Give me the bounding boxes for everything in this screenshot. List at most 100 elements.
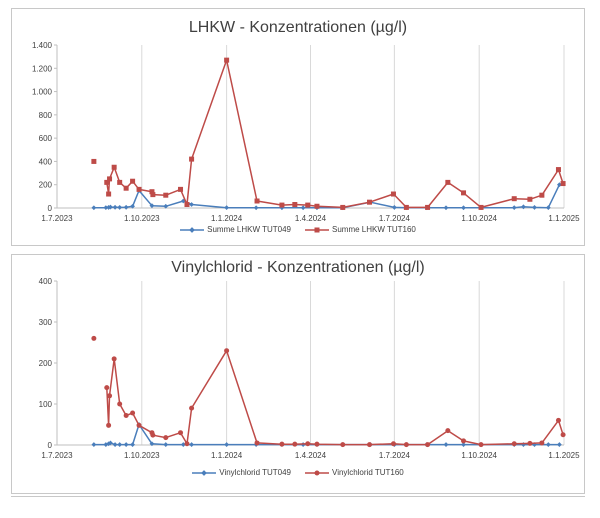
- data-point: [111, 164, 117, 170]
- x-tick-label: 1.10.2024: [461, 214, 497, 223]
- y-tick-label: 400: [39, 157, 53, 166]
- chart-legend: Vinylchlorid TUT049 Vinylchlorid TUT160: [12, 468, 584, 477]
- data-point: [253, 205, 259, 211]
- data-point: [91, 442, 97, 447]
- chart-legend: Summe LHKW TUT049 Summe LHKW TUT160: [12, 225, 584, 234]
- vinylchlorid-chart-panel: Vinylchlorid - Konzentrationen (µg/l) 1.…: [11, 254, 585, 494]
- vinylchlorid-plot-area: 1.7.2023 1.10.2023 1.1.2024 1.4.2024 1.7.202…: [39, 277, 580, 460]
- data-point: [136, 422, 142, 428]
- legend-label: Summe LHKW TUT160: [332, 225, 416, 234]
- y-tick-label: 1.000: [32, 88, 53, 97]
- data-point: [184, 202, 190, 208]
- data-point: [445, 428, 451, 434]
- x-tick-label: 1.1.2025: [548, 451, 580, 460]
- series-line-1: [106, 349, 564, 446]
- data-point: [527, 196, 533, 202]
- x-tick-label: 1.10.2023: [124, 451, 160, 460]
- data-point: [150, 432, 156, 438]
- data-point: [425, 442, 431, 448]
- data-point: [149, 441, 155, 447]
- legend-label: Vinylchlorid TUT160: [332, 468, 404, 477]
- data-point: [292, 441, 298, 447]
- data-point: [130, 178, 136, 184]
- data-point: [555, 417, 561, 423]
- data-point: [103, 205, 109, 211]
- data-point: [189, 202, 194, 207]
- data-point: [106, 422, 112, 428]
- data-point: [443, 442, 449, 447]
- data-point: [366, 442, 372, 448]
- y-tick-label: 300: [39, 318, 53, 327]
- data-point: [461, 190, 467, 196]
- data-point: [184, 441, 190, 447]
- data-point: [545, 442, 551, 447]
- x-tick-label: 1.4.2024: [295, 214, 327, 223]
- x-tick-label: 1.1.2024: [211, 451, 243, 460]
- legend-swatch-blue-icon: [180, 226, 205, 233]
- data-point: [108, 440, 113, 446]
- data-point: [107, 393, 113, 399]
- data-point: [403, 442, 409, 448]
- data-point: [314, 441, 320, 447]
- data-point: [539, 440, 545, 446]
- data-point: [130, 442, 135, 447]
- data-point: [560, 432, 566, 438]
- data-point: [107, 176, 113, 182]
- data-point: [130, 410, 136, 416]
- x-tick-label: 1.7.2024: [379, 451, 411, 460]
- data-point: [150, 192, 156, 198]
- legend-label: Vinylchlorid TUT049: [219, 468, 291, 477]
- y-tick-label: 200: [39, 359, 53, 368]
- data-point: [340, 442, 346, 448]
- data-point: [478, 442, 484, 448]
- data-point: [366, 199, 372, 205]
- legend-entry-tut049: Vinylchlorid TUT049: [192, 468, 291, 477]
- chart-title: LHKW - Konzentrationen (µg/l): [188, 19, 408, 36]
- data-point: [300, 205, 306, 211]
- data-point: [390, 441, 396, 447]
- data-point: [391, 205, 397, 210]
- data-point: [292, 202, 298, 208]
- data-point: [117, 442, 123, 447]
- data-point: [149, 189, 155, 195]
- data-point: [112, 442, 118, 447]
- data-point: [163, 192, 169, 198]
- data-point: [511, 205, 517, 211]
- x-tick-label: 1.10.2024: [461, 451, 497, 460]
- data-point: [560, 181, 566, 187]
- y-tick-label: 1.400: [32, 41, 53, 50]
- data-point: [108, 204, 113, 210]
- data-point: [189, 156, 195, 162]
- data-point: [117, 401, 123, 407]
- data-point: [314, 203, 320, 209]
- data-point: [539, 192, 545, 198]
- data-point: [521, 204, 526, 210]
- data-point: [527, 440, 533, 446]
- data-point: [123, 204, 129, 210]
- data-point: [254, 198, 260, 204]
- legend-label: Summe LHKW TUT049: [207, 225, 291, 234]
- data-point: [279, 441, 285, 447]
- data-point: [390, 191, 396, 197]
- data-point: [91, 205, 97, 211]
- data-point: [445, 179, 451, 185]
- series-line-1: [106, 59, 564, 209]
- data-point: [443, 205, 449, 211]
- legend-entry-tut160: Vinylchlorid TUT160: [305, 468, 404, 477]
- data-point: [224, 442, 230, 447]
- data-point: [224, 205, 230, 211]
- data-point: [136, 186, 142, 192]
- y-tick-label: 400: [39, 277, 53, 286]
- x-tick-label: 1.1.2025: [548, 214, 580, 223]
- data-point: [340, 204, 346, 210]
- y-tick-label: 800: [39, 111, 53, 120]
- data-point: [123, 442, 129, 447]
- data-point: [305, 441, 311, 447]
- data-point: [163, 203, 169, 209]
- data-point: [224, 57, 230, 63]
- y-tick-label: 1.200: [32, 64, 53, 73]
- data-point: [163, 435, 169, 441]
- data-point: [91, 335, 97, 341]
- page-divider: [11, 496, 585, 497]
- data-point: [403, 204, 409, 210]
